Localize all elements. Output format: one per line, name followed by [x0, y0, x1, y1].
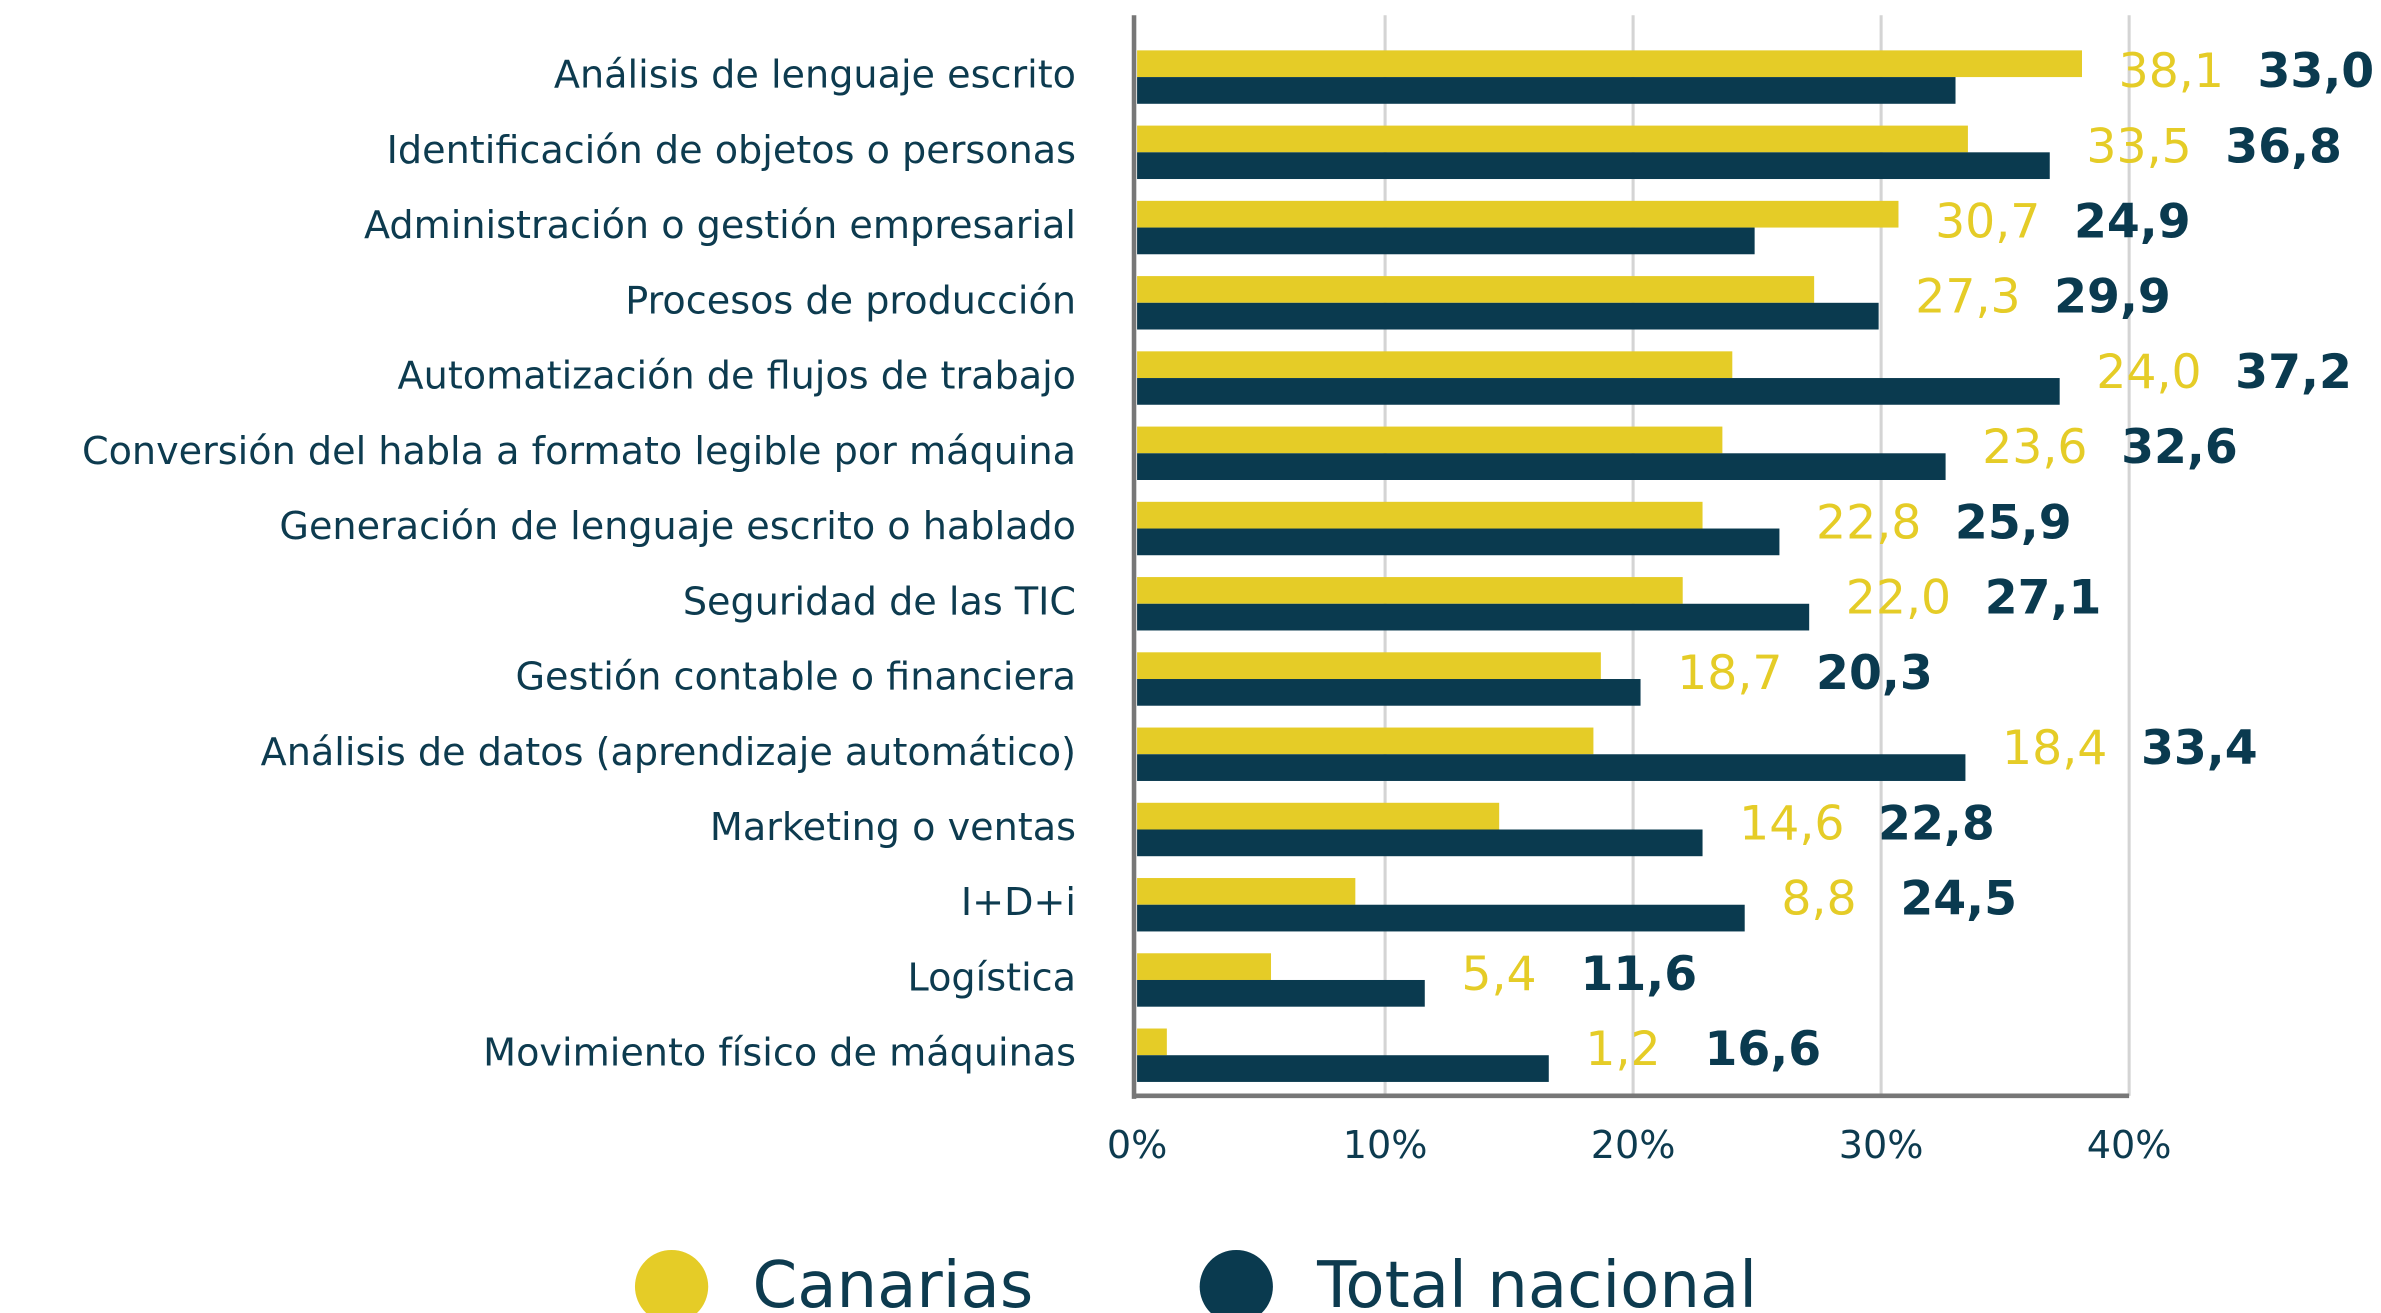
value-label: 18,7 [1677, 646, 1782, 701]
bar [1137, 152, 2050, 180]
category-label: Conversión del habla a formato legible p… [82, 429, 1076, 473]
value-label: 32,6 [2121, 420, 2238, 475]
bar [1137, 829, 1703, 857]
bar [1137, 50, 2082, 78]
x-tick-label: 30% [1839, 1123, 1924, 1167]
category-label: Procesos de producción [625, 278, 1076, 322]
x-tick-label: 10% [1343, 1123, 1428, 1167]
value-label: 8,8 [1781, 872, 1856, 927]
bar [1137, 652, 1601, 680]
bar [1137, 904, 1745, 932]
category-label: Seguridad de las TIC [683, 579, 1076, 623]
x-tick-label: 40% [2087, 1123, 2172, 1167]
category-label: Identificación de objetos o personas [387, 128, 1076, 172]
bar [1137, 1055, 1549, 1082]
value-label: 16,6 [1704, 1022, 1821, 1077]
value-label: 18,4 [2002, 721, 2107, 776]
bar [1137, 351, 1733, 379]
bar [1137, 501, 1703, 529]
legend-label: Total nacional [1316, 1249, 1757, 1313]
value-label: 1,2 [1585, 1022, 1660, 1077]
value-label: 5,4 [1461, 947, 1536, 1002]
bar [1137, 426, 1723, 454]
value-label: 20,3 [1816, 646, 1933, 701]
bar [1137, 302, 1879, 330]
value-label: 33,5 [2086, 119, 2191, 174]
value-label: 24,5 [1900, 872, 2017, 927]
bar [1137, 528, 1780, 556]
legend-marker [1199, 1249, 1273, 1313]
bar [1137, 603, 1810, 631]
bar [1137, 276, 1815, 303]
value-label: 14,6 [1739, 796, 1844, 851]
bar [1137, 754, 1966, 781]
bar [1137, 727, 1594, 755]
value-label: 22,8 [1878, 796, 1995, 851]
bar [1137, 378, 2060, 405]
x-tick-label: 0% [1107, 1123, 1168, 1167]
bar [1137, 953, 1272, 980]
bar [1137, 77, 1956, 104]
bar [1137, 878, 1356, 905]
value-label: 37,2 [2235, 345, 2352, 400]
category-label: Análisis de lenguaje escrito [554, 53, 1076, 97]
value-label: 36,8 [2225, 119, 2342, 174]
value-label: 24,9 [2074, 195, 2191, 250]
category-label: Automatización de flujos de trabajo [398, 354, 1076, 398]
value-label: 22,0 [1846, 571, 1951, 626]
category-label: Marketing o ventas [710, 805, 1076, 849]
category-label: Administración o gestión empresarial [364, 203, 1076, 247]
value-label: 11,6 [1580, 947, 1697, 1002]
category-label: Análisis de datos (aprendizaje automátic… [261, 730, 1076, 774]
value-label: 33,0 [2258, 44, 2375, 99]
value-label: 27,1 [1985, 571, 2102, 626]
bar [1137, 125, 1968, 153]
value-label: 38,1 [2119, 44, 2224, 99]
bar [1137, 1028, 1167, 1056]
value-label: 24,0 [2096, 345, 2201, 400]
bar [1137, 979, 1425, 1007]
bar [1137, 453, 1946, 480]
category-label: Gestión contable o financiera [515, 655, 1076, 699]
value-label: 29,9 [2054, 270, 2171, 325]
x-tick-label: 20% [1591, 1123, 1676, 1167]
category-label: I+D+i [961, 880, 1076, 924]
bar [1137, 227, 1755, 255]
legend-marker [634, 1249, 709, 1313]
value-label: 25,9 [1955, 495, 2072, 550]
bar [1137, 577, 1683, 604]
category-label: Logística [908, 955, 1076, 999]
value-label: 33,4 [2141, 721, 2258, 776]
category-label: Movimiento físico de máquinas [483, 1031, 1076, 1075]
value-label: 30,7 [1935, 195, 2040, 250]
bar [1137, 802, 1500, 830]
bar [1137, 679, 1641, 706]
value-label: 23,6 [1982, 420, 2087, 475]
legend-label: Canarias [752, 1249, 1033, 1313]
value-label: 27,3 [1915, 270, 2020, 325]
category-label: Generación de lenguaje escrito o hablado [279, 504, 1076, 548]
bar [1137, 200, 1899, 228]
value-label: 22,8 [1816, 495, 1921, 550]
